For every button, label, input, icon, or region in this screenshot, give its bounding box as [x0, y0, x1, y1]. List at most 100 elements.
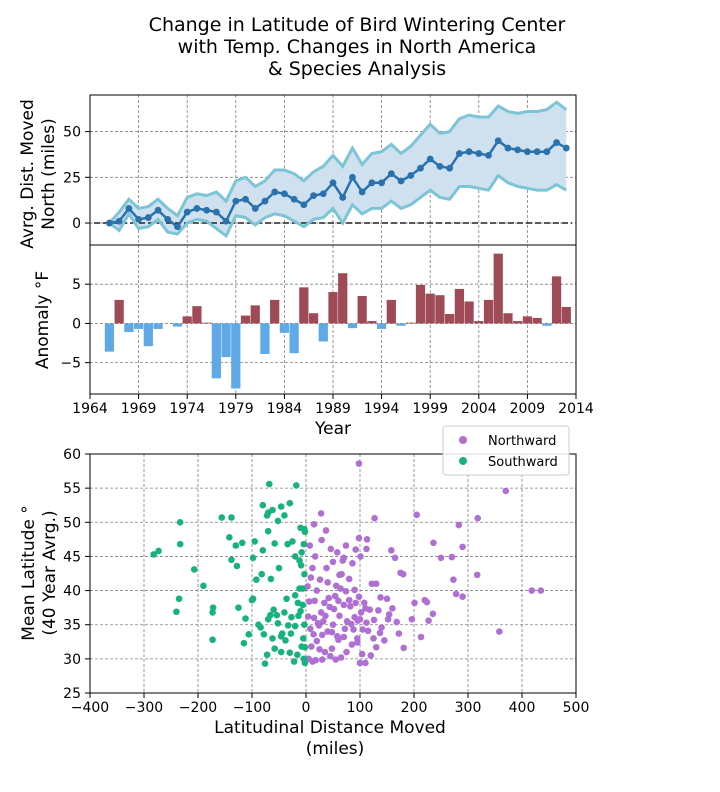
mean-distance-point [242, 195, 249, 203]
mean-distance-point [485, 151, 492, 159]
northward-species-point [448, 553, 456, 561]
northward-species-point [459, 593, 466, 601]
southward-species-point [269, 635, 276, 642]
anomaly-bar-positive [308, 313, 319, 324]
mean-distance-point [446, 164, 454, 172]
mean-distance-point [222, 217, 230, 225]
northward-species-point [316, 576, 324, 583]
southward-species-point [283, 595, 290, 603]
scatter-ytick-label: 45 [63, 549, 81, 565]
anomaly-plot-frame [89, 244, 577, 395]
anomaly-bar-negative [104, 323, 115, 352]
southward-species-point [297, 562, 305, 569]
northward-species-point [305, 598, 313, 605]
northward-species-point [377, 594, 384, 601]
scatter-ytick-label: 25 [63, 686, 81, 702]
mean-distance-point [524, 148, 531, 156]
southward-species-point [286, 649, 294, 657]
anomaly-bar-positive [202, 322, 212, 324]
southward-species-point [273, 611, 281, 619]
mean-distance-point [212, 208, 220, 216]
anomaly-ylabel: Anomaly °F [33, 271, 53, 369]
scatter-ytick-label: 40 [63, 584, 81, 600]
southward-species-point [209, 609, 216, 616]
northward-species-point [352, 599, 359, 607]
northward-species-point [357, 553, 364, 560]
southward-species-point [228, 556, 235, 564]
anomaly-bar-positive [357, 295, 367, 324]
year-xtick-label: 1969 [121, 401, 157, 417]
northward-species-point [326, 603, 334, 611]
year-xtick-label: 1974 [169, 401, 205, 417]
northward-species-point [355, 534, 363, 542]
mean-distance-point [349, 173, 356, 181]
scatter-xtick-label: 0 [302, 700, 311, 716]
mean-distance-point [553, 139, 560, 146]
southward-species-point [277, 503, 285, 510]
southward-species-point [150, 551, 158, 558]
northward-species-point [537, 587, 545, 594]
southward-species-point [301, 525, 308, 533]
southward-species-point [267, 611, 274, 619]
southward-species-point [235, 604, 242, 611]
mean-distance-point [271, 188, 279, 196]
scatter-xtick-label: 200 [401, 700, 428, 716]
northward-species-point [459, 543, 466, 551]
mean-distance-point [407, 172, 415, 179]
northward-species-point [310, 614, 318, 622]
anomaly-bar-positive [250, 305, 260, 324]
northward-species-point [362, 659, 369, 667]
lower-bound-line [108, 173, 568, 239]
southward-species-point [290, 658, 298, 665]
northward-species-point [502, 487, 510, 495]
temperature-anomaly-panel: −5 0 5 1964 1969 1974 1979 1984 1989 1994 1999 200… [33, 244, 594, 439]
scatter-ytick-label: 55 [63, 481, 81, 497]
southward-species-point [301, 570, 308, 578]
northward-species-point [361, 599, 368, 607]
scatter-xtick-label: −200 [179, 700, 217, 716]
southward-species-point [300, 540, 308, 548]
southward-species-point [267, 575, 275, 583]
northward-species-point [417, 633, 425, 641]
northward-species-point [452, 590, 460, 598]
southward-species-point [190, 566, 198, 573]
northward-species-point [354, 617, 362, 624]
northward-species-point [343, 648, 350, 656]
southward-species-point [259, 546, 267, 554]
northward-species-point [375, 607, 382, 614]
northward-species-point [383, 595, 391, 603]
title-line-1: Change in Latitude of Bird Wintering Cen… [149, 14, 566, 36]
anomaly-bar-negative [124, 323, 134, 333]
northward-species-point [334, 549, 341, 556]
northward-species-point [342, 542, 350, 549]
southward-species-point [248, 596, 256, 604]
northward-species-point [371, 514, 378, 522]
northward-species-point [363, 536, 371, 543]
southward-species-point [300, 635, 307, 642]
scatter-ytick-label: 35 [63, 618, 81, 634]
northward-species-point [318, 631, 326, 639]
northward-species-point [321, 648, 329, 656]
northward-species-point [408, 615, 416, 623]
mean-distance-point [135, 215, 143, 223]
southward-species-point [232, 542, 240, 549]
northward-species-point [372, 643, 380, 651]
northward-species-point [354, 639, 361, 646]
northward-species-point [348, 641, 356, 648]
northward-species-point [346, 602, 354, 610]
southward-species-point [173, 608, 180, 616]
upper-bound-line [108, 100, 568, 225]
mean-distance-point [397, 177, 405, 185]
southward-species-point [277, 633, 285, 640]
southward-species-point [176, 518, 184, 526]
anomaly-bar-negative [260, 323, 270, 355]
northward-species-point [366, 606, 374, 613]
southward-species-point [294, 651, 301, 659]
northward-species-point [311, 597, 318, 605]
mean-distance-point [358, 188, 366, 196]
southward-species-point [299, 601, 307, 609]
northward-species-point [342, 587, 350, 595]
northward-species-point [322, 612, 329, 620]
anomaly-bar-positive [270, 299, 280, 324]
anomaly-ytick-label: −5 [60, 356, 81, 372]
